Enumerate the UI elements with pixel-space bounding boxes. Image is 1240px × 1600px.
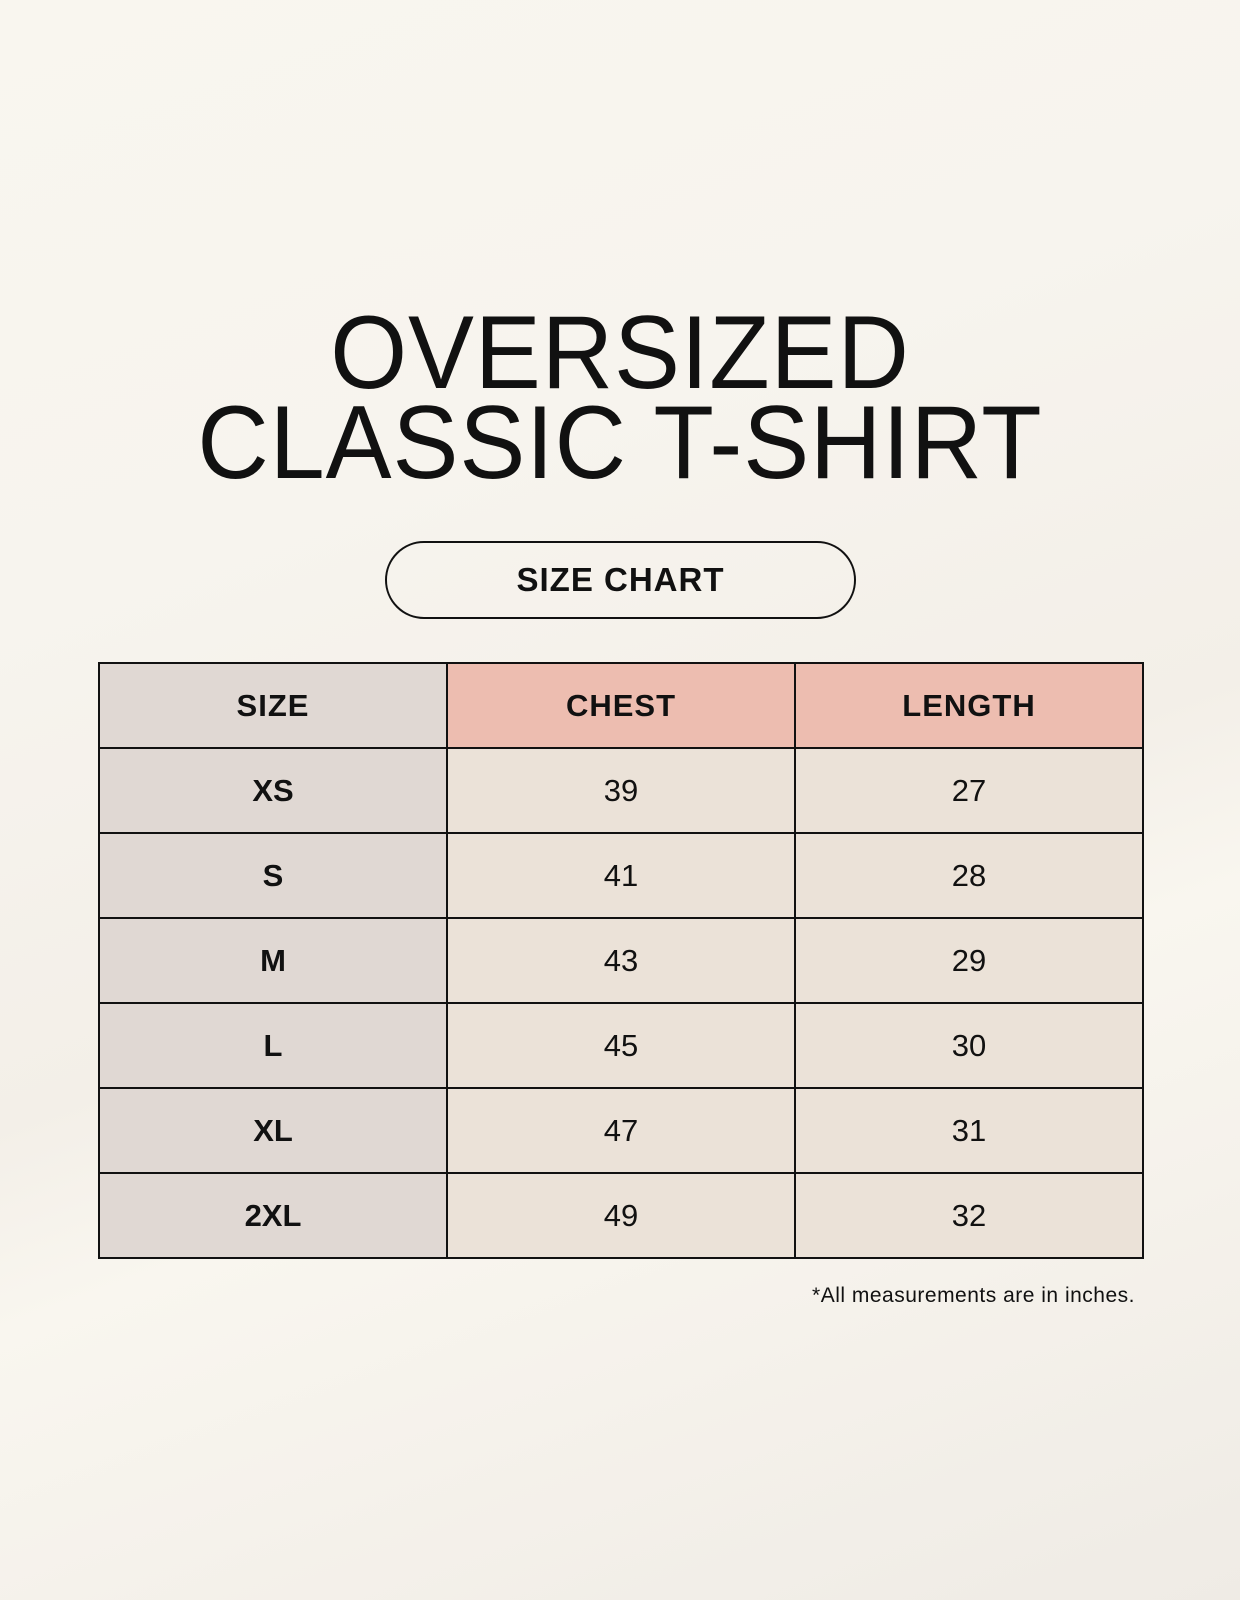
cell-chest: 45 <box>446 1002 796 1089</box>
table-row: L 45 30 <box>98 1002 1144 1089</box>
cell-chest: 43 <box>446 917 796 1004</box>
table-header-row: SIZE CHEST LENGTH <box>98 662 1144 749</box>
cell-length: 28 <box>794 832 1144 919</box>
table-row: 2XL 49 32 <box>98 1172 1144 1259</box>
cell-chest: 39 <box>446 747 796 834</box>
size-table: SIZE CHEST LENGTH XS 39 27 S 41 28 M 43 29 L 45 30 X… <box>98 662 1144 1259</box>
cell-chest: 47 <box>446 1087 796 1174</box>
cell-size: S <box>98 832 448 919</box>
table-row: S 41 28 <box>98 832 1144 919</box>
cell-length: 32 <box>794 1172 1144 1259</box>
table-row: XS 39 27 <box>98 747 1144 834</box>
title-line-2: CLASSIC T-SHIRT <box>197 385 1043 501</box>
header-length: LENGTH <box>794 662 1144 749</box>
cell-chest: 49 <box>446 1172 796 1259</box>
header-size: SIZE <box>98 662 448 749</box>
footnote: *All measurements are in inches. <box>812 1284 1135 1307</box>
table-row: M 43 29 <box>98 917 1144 1004</box>
title-line-1: OVERSIZED <box>330 295 910 411</box>
size-chart-badge: SIZE CHART <box>385 541 856 619</box>
cell-size: M <box>98 917 448 1004</box>
table-row: XL 47 31 <box>98 1087 1144 1174</box>
cell-length: 31 <box>794 1087 1144 1174</box>
cell-length: 27 <box>794 747 1144 834</box>
cell-chest: 41 <box>446 832 796 919</box>
header-chest: CHEST <box>446 662 796 749</box>
cell-size: XL <box>98 1087 448 1174</box>
cell-length: 29 <box>794 917 1144 1004</box>
cell-size: XS <box>98 747 448 834</box>
cell-length: 30 <box>794 1002 1144 1089</box>
cell-size: 2XL <box>98 1172 448 1259</box>
cell-size: L <box>98 1002 448 1089</box>
page-title: OVERSIZED CLASSIC T-SHIRT <box>31 295 1209 501</box>
